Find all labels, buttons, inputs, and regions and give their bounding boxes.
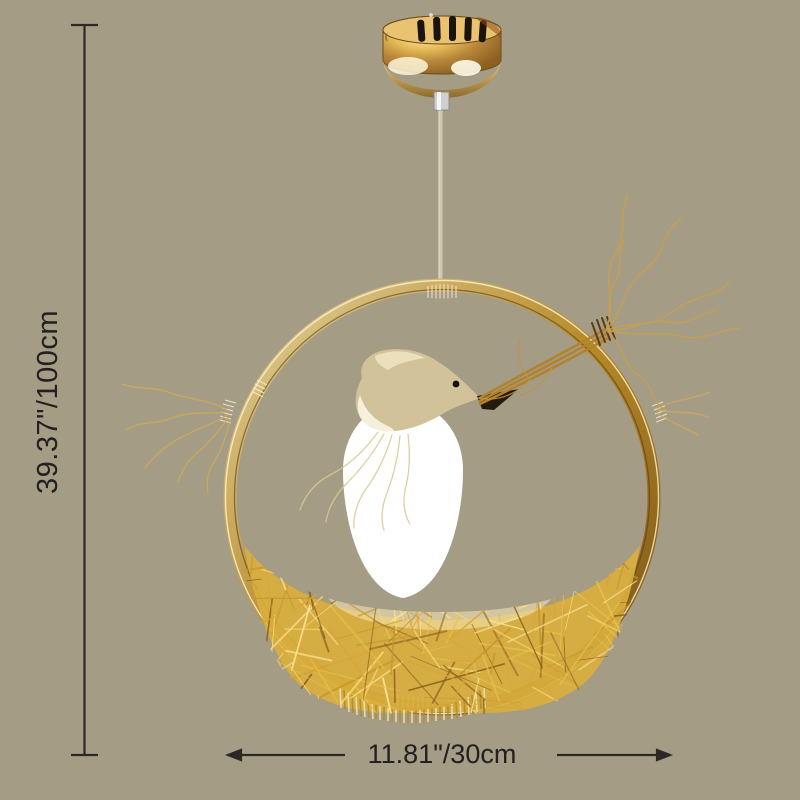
svg-text:11.81"/30cm: 11.81"/30cm [368,739,517,769]
svg-text:39.37"/100cm: 39.37"/100cm [32,310,64,494]
